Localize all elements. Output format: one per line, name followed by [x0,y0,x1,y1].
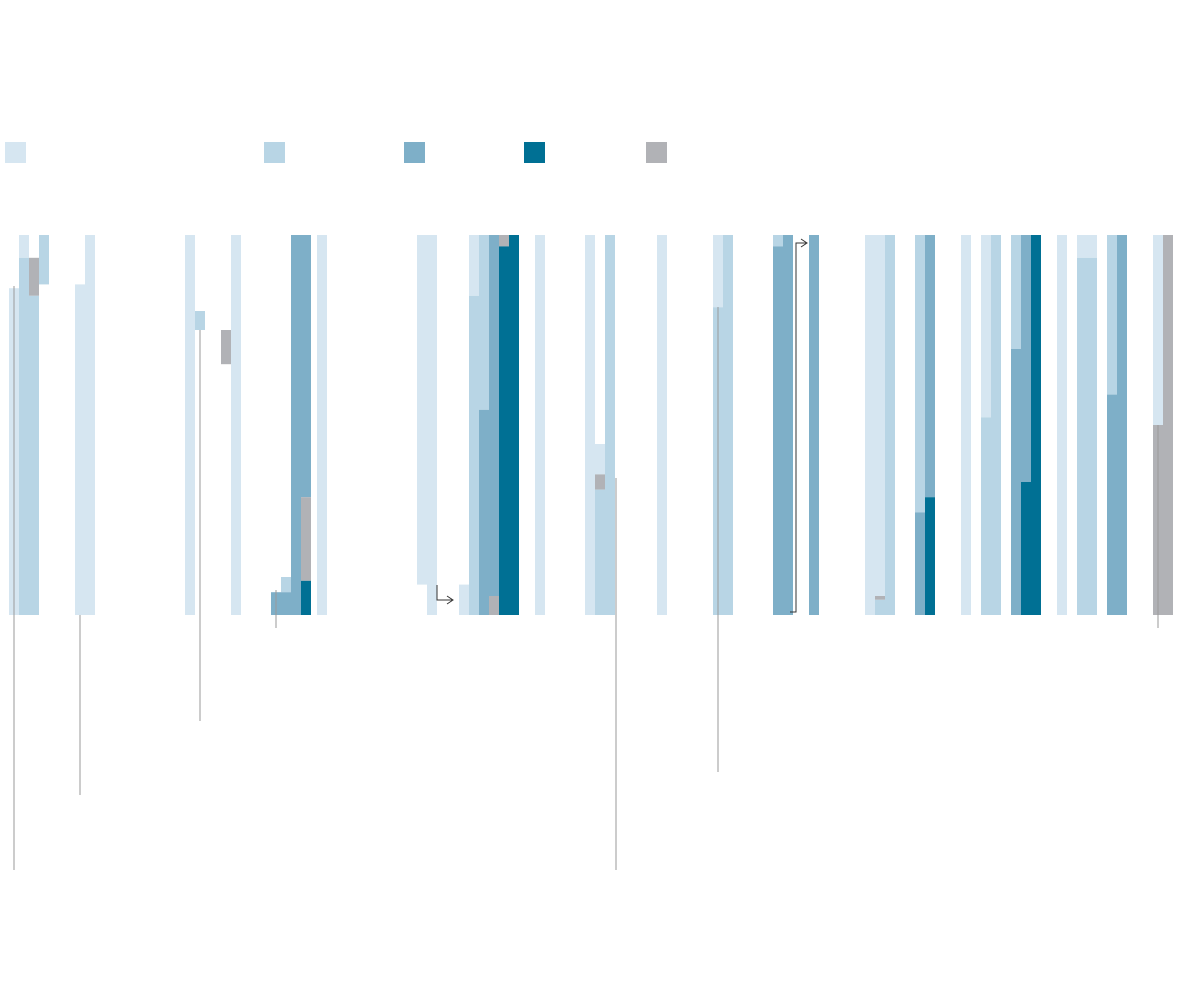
bar-segment [75,284,85,615]
bar-segment [499,246,509,615]
legend-swatch-c3 [404,142,425,163]
legend-swatch-c1 [5,142,26,163]
bar-segment [459,584,469,615]
bar-segment [595,444,605,475]
bar-segment [713,235,723,308]
bar-segment [1163,235,1173,615]
bar-segment [915,512,925,615]
bar-segment [19,257,29,615]
bar-segment [301,497,311,581]
bar-segment [19,235,29,258]
bar-segment [499,235,509,247]
bar-segment [195,311,205,330]
bar-segment [875,599,885,615]
bar-segment [585,444,595,615]
bar-segment [301,235,311,498]
plot-area [9,235,1173,615]
bar-segment [1087,257,1097,615]
bar-segment [1077,235,1087,258]
bar-segment [469,295,479,615]
bar-segment [657,235,667,615]
bar-segment [915,235,925,513]
bar-segment [1153,235,1163,425]
bar-segment [1021,235,1031,482]
bar-segment [29,257,39,296]
bar-segment [1021,482,1031,615]
bar-segment [925,497,935,615]
bar-segment [773,235,783,247]
bar-segment [783,235,793,615]
bar-segment [723,235,733,615]
bar-segment [1117,235,1127,615]
bar-segment [585,235,595,444]
legend-swatch-c2 [264,142,285,163]
bar-segment [469,235,479,296]
bar-segment [291,235,301,615]
bar-segment [1087,235,1097,258]
bar-segment [281,577,291,593]
bar-segment [39,235,49,285]
bar-segment [865,235,875,615]
bar-segment [509,235,519,615]
bar-segment [221,330,231,365]
bar-segment [427,235,437,615]
bar-segment [29,295,39,615]
bar-segment [875,596,885,600]
bar-segment [809,235,819,615]
bar-segment [85,235,95,615]
bar-segment [925,235,935,498]
bar-segment [991,235,1001,615]
bar-segment [961,235,971,615]
bar-segment [185,235,195,615]
annotation-layer [13,238,1159,870]
bar-segment [875,235,885,596]
bar-segment [317,235,327,615]
bar-segment [1057,235,1067,615]
bar-segment [489,596,499,615]
bar-segment [301,580,311,615]
bar-segment [1077,257,1087,615]
bar-segment [885,235,895,615]
connector-arrow [790,242,806,613]
legend [5,142,667,163]
legend-swatch-c5 [646,142,667,163]
arrow-head-icon [800,238,808,248]
bar-segment [1011,349,1021,615]
bar-segment [1031,235,1041,615]
bar-segment [595,489,605,615]
bar-segment [479,235,489,410]
bar-segment [595,474,605,490]
bar-segment [535,235,545,615]
legend-swatch-c4 [524,142,545,163]
bar-segment [981,417,991,615]
bar-segment [489,235,499,596]
bar-segment [773,246,783,615]
bar-segment [605,235,615,615]
bar-segment [281,592,291,615]
bar-segment [981,235,991,418]
bar-segment [1107,235,1117,395]
arrow-head-icon [446,595,454,605]
bar-segment [479,409,489,615]
connector-arrow [436,585,452,601]
bar-segment [231,235,241,615]
bar-segment [1011,235,1021,349]
bar-segment [417,235,427,585]
bar-segment [1107,394,1117,615]
